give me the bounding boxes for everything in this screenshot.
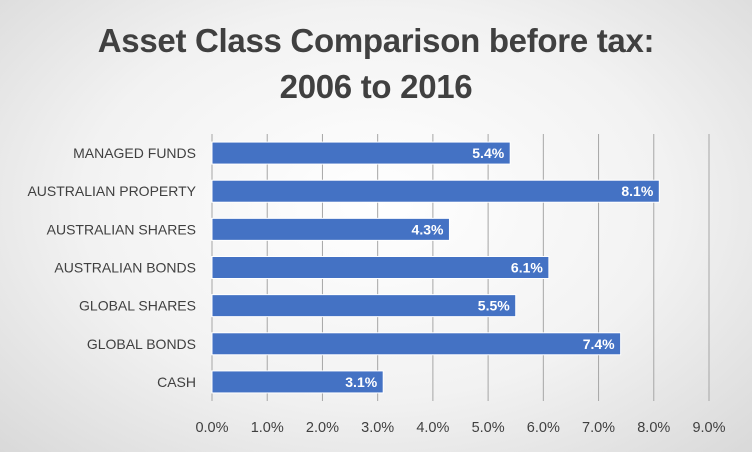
data-label: 7.4% [583,336,615,352]
x-tick-label: 0.0% [195,420,228,436]
x-tick-label: 9.0% [692,420,725,436]
chart-title-line-2: 2006 to 2016 [279,68,473,105]
x-tick-label: 2.0% [306,420,339,436]
x-tick-label: 3.0% [361,420,394,436]
chart-title-line-1: Asset Class Comparison before tax: [97,22,655,59]
bar [211,141,511,165]
bar [211,179,660,203]
category-label: AUSTRALIAN PROPERTY [27,183,196,199]
bar [211,256,550,279]
x-tick-label: 4.0% [416,420,449,436]
bar [211,370,384,394]
category-label: AUSTRALIAN BONDS [54,260,196,276]
bar [211,332,622,356]
x-tick-label: 1.0% [251,420,284,436]
bar [211,294,517,318]
data-label: 8.1% [621,183,653,199]
x-tick-label: 8.0% [637,420,670,436]
data-label: 4.3% [412,221,444,237]
data-label: 6.1% [511,260,543,276]
category-label: MANAGED FUNDS [73,145,196,161]
bar [211,217,450,241]
data-label: 5.4% [472,145,504,161]
x-tick-label: 7.0% [582,420,615,436]
x-tick-label: 5.0% [472,420,505,436]
category-label: GLOBAL SHARES [79,298,196,314]
category-label: GLOBAL BONDS [87,336,196,352]
x-tick-label: 6.0% [527,420,560,436]
data-label: 3.1% [345,374,377,390]
data-label: 5.5% [478,298,510,314]
category-label: AUSTRALIAN SHARES [47,221,196,237]
category-label: CASH [157,374,196,390]
